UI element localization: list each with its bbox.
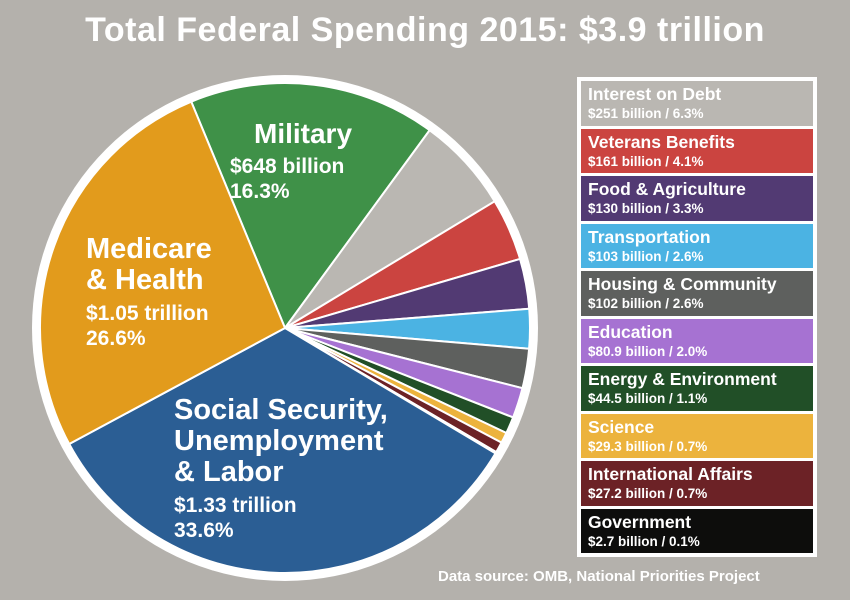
legend-item-international-affairs: International Affairs $27.2 billion / 0.… — [581, 461, 813, 506]
legend-item-label: Veterans Benefits — [588, 131, 735, 152]
legend-item-label: Energy & Environment — [588, 369, 777, 389]
legend-item-value: $130 billion / 3.3% — [588, 201, 704, 216]
legend-item-value: $103 billion / 2.6% — [588, 248, 704, 264]
legend-item-label: Food & Agriculture — [588, 179, 746, 199]
pie-label-social-security: Social Security, Unemployment & Labor $1… — [174, 395, 388, 543]
pie-label-medicare: Medicare & Health $1.05 trillion 26.6% — [86, 234, 212, 351]
pie-label-social-title-line2: Unemployment — [174, 425, 384, 457]
pie-label-social-title-line1: Social Security, — [174, 394, 388, 426]
legend-item-housing-community: Housing & Community $102 billion / 2.6% — [581, 271, 813, 316]
pie-label-military-amount: $648 billion — [230, 155, 345, 178]
legend-item-value: $161 billion / 4.1% — [588, 153, 704, 169]
legend-item-interest-on-debt: Interest on Debt $251 billion / 6.3% — [581, 81, 813, 126]
legend-item-value: $29.3 billion / 0.7% — [588, 438, 708, 454]
legend-item-value: $27.2 billion / 0.7% — [588, 486, 708, 501]
legend-item-value: $44.5 billion / 1.1% — [588, 391, 708, 406]
data-source: Data source: OMB, National Priorities Pr… — [438, 568, 760, 585]
pie-label-medicare-title-line2: & Health — [86, 264, 204, 296]
legend-item-value: $102 billion / 2.6% — [588, 296, 704, 311]
legend-item-value: $80.9 billion / 2.0% — [588, 343, 708, 359]
pie-label-military-title: Military — [254, 118, 353, 149]
legend-item-label: Interest on Debt — [588, 84, 722, 104]
legend-item-label: Education — [588, 321, 673, 342]
legend-item-food-agriculture: Food & Agriculture $130 billion / 3.3% — [581, 176, 813, 221]
legend-item-label: Government — [588, 511, 692, 532]
pie-slice-military — [190, 82, 431, 329]
legend-item-value: $2.7 billion / 0.1% — [588, 533, 700, 549]
legend-item-value: $251 billion / 6.3% — [588, 106, 704, 121]
pie-label-military-pct: 16.3% — [230, 180, 290, 203]
legend-item-label: Science — [588, 416, 655, 437]
legend-item-transportation: Transportation $103 billion / 2.6% — [581, 223, 813, 268]
legend-item-science: Science $29.3 billion / 0.7% — [581, 413, 813, 458]
legend-item-veterans-benefits: Veterans Benefits $161 billion / 4.1% — [581, 128, 813, 173]
page-title: Total Federal Spending 2015: $3.9 trilli… — [85, 11, 765, 49]
legend-item-label: International Affairs — [588, 464, 753, 484]
pie-label-medicare-pct: 26.6% — [86, 327, 146, 350]
legend-item-energy-environment: Energy & Environment $44.5 billion / 1.1… — [581, 366, 813, 411]
legend-item-label: Housing & Community — [588, 274, 777, 294]
pie-label-military: Military $648 billion 16.3% — [230, 118, 352, 204]
pie-label-social-amount: $1.33 trillion — [174, 494, 297, 517]
pie-label-medicare-amount: $1.05 trillion — [86, 302, 209, 325]
pie-label-social-pct: 33.6% — [174, 519, 234, 542]
legend-item-label: Transportation — [588, 226, 711, 247]
pie-slice-social-security-unemployment-labor — [68, 327, 497, 574]
pie-label-social-title-line3: & Labor — [174, 456, 284, 488]
legend: Interest on Debt $251 billion / 6.3% Vet… — [577, 77, 817, 557]
pie-label-medicare-title-line1: Medicare — [86, 233, 212, 265]
legend-item-government: Government $2.7 billion / 0.1% — [581, 508, 813, 553]
legend-item-education: Education $80.9 billion / 2.0% — [581, 318, 813, 363]
pie-slice-medicare-health — [39, 100, 286, 445]
